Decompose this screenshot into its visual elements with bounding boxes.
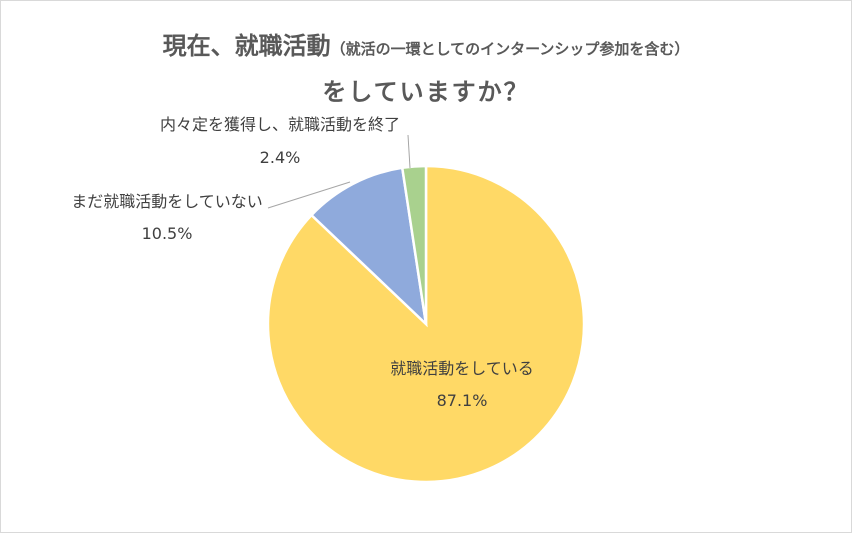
pie-slice-3 xyxy=(400,164,428,325)
slice-label-3: 内々定を獲得し、就職活動を終了 xyxy=(160,115,400,134)
chart-title-main: 現在、就職活動 xyxy=(162,32,331,60)
chart-title: 現在、就職活動（就活の一環としてのインターンシップ参加を含む） xyxy=(0,26,852,61)
chart-title-sub: （就活の一環としてのインターンシップ参加を含む） xyxy=(330,40,690,58)
pie-slice-2 xyxy=(309,166,428,328)
slice-label-2: まだ就職活動をしていない xyxy=(71,192,263,211)
leader-line-3 xyxy=(407,134,411,169)
slice-label-1: 就職活動をしている xyxy=(390,359,534,378)
slice-value-3: 2.4% xyxy=(260,148,301,167)
slice-value-1: 87.1% xyxy=(437,391,488,410)
slice-value-2: 10.5% xyxy=(142,224,193,243)
chart-title-line2: をしていますか？ xyxy=(322,78,530,106)
leader-line-2 xyxy=(267,181,351,209)
